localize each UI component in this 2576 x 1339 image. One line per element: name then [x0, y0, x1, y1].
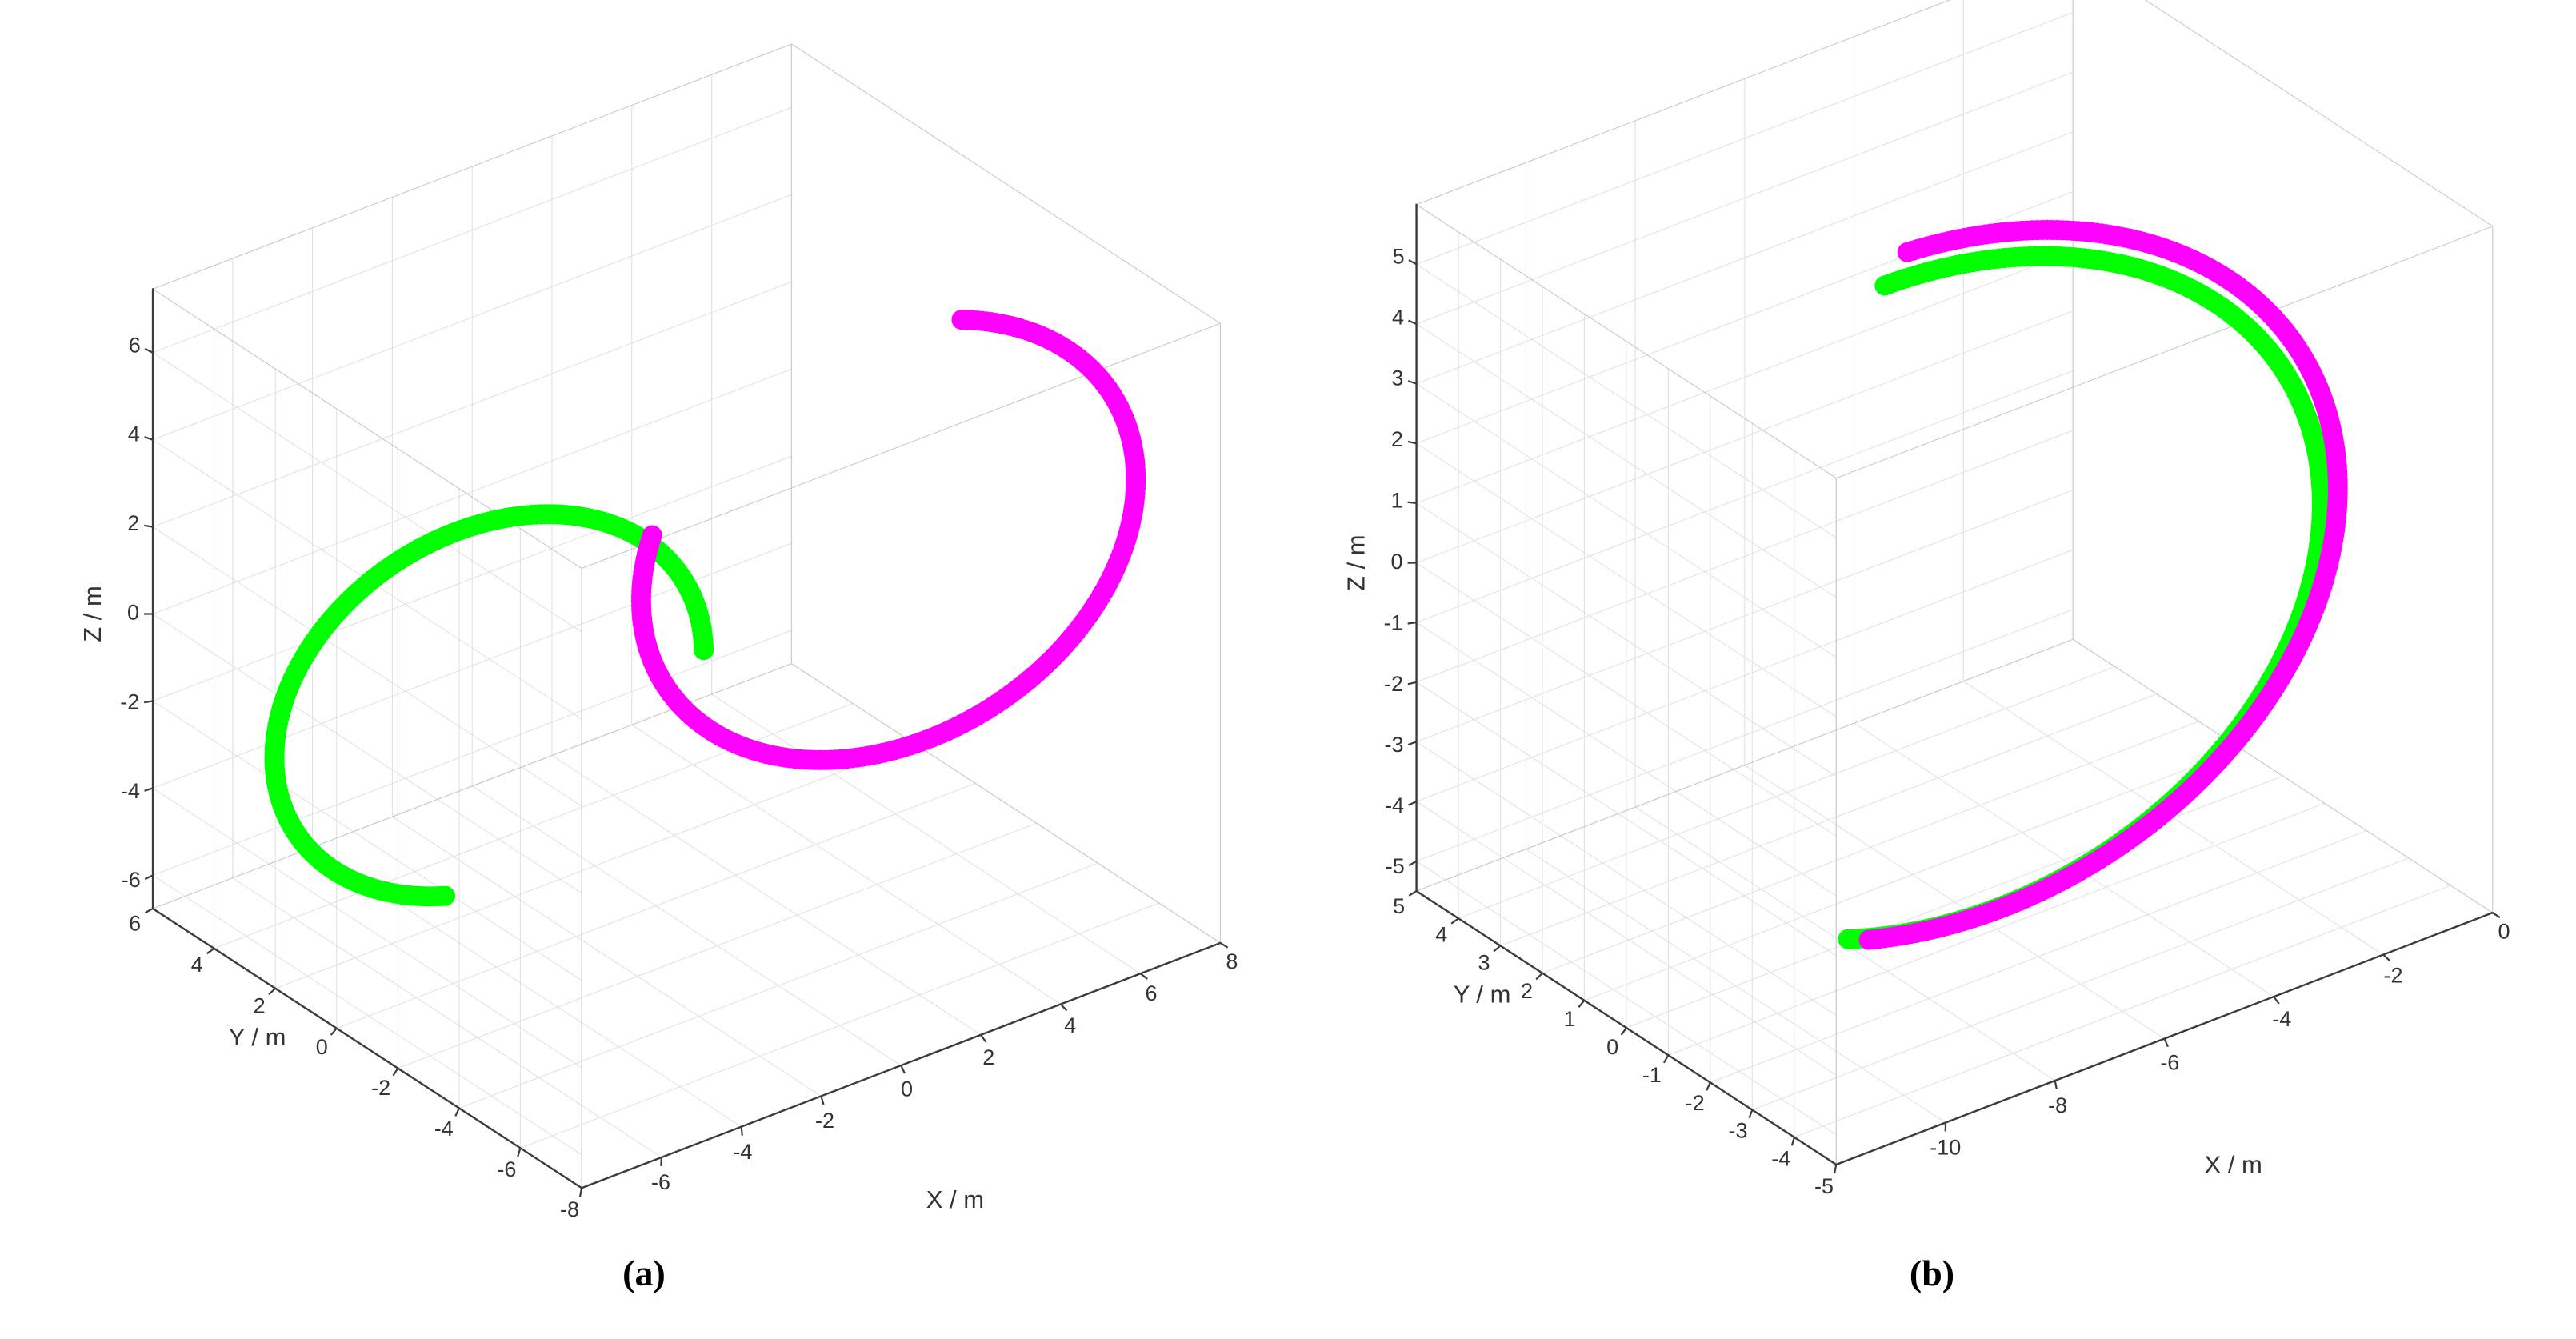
svg-text:-1: -1	[1642, 1063, 1662, 1087]
svg-text:2: 2	[127, 511, 139, 535]
svg-text:Z / m: Z / m	[78, 586, 106, 642]
svg-text:-4: -4	[121, 779, 140, 803]
svg-text:-6: -6	[122, 868, 141, 892]
svg-text:Z / m: Z / m	[1342, 534, 1370, 591]
svg-text:-4: -4	[2272, 1007, 2291, 1031]
svg-text:X / m: X / m	[2204, 1150, 2262, 1178]
svg-text:4: 4	[191, 953, 203, 977]
svg-text:-6: -6	[497, 1157, 516, 1181]
svg-text:-4: -4	[1385, 793, 1404, 817]
svg-text:-2: -2	[1686, 1091, 1705, 1115]
svg-text:-10: -10	[1930, 1136, 1961, 1160]
svg-text:2: 2	[1521, 979, 1533, 1003]
svg-text:-8: -8	[2048, 1093, 2067, 1117]
svg-text:0: 0	[316, 1035, 328, 1059]
svg-text:5: 5	[1393, 894, 1405, 918]
svg-text:-8: -8	[560, 1197, 579, 1221]
svg-text:-2: -2	[371, 1076, 390, 1100]
svg-text:2: 2	[982, 1045, 994, 1069]
svg-text:1: 1	[1564, 1007, 1576, 1031]
svg-text:8: 8	[1226, 949, 1238, 973]
svg-text:4: 4	[1064, 1013, 1076, 1037]
svg-text:0: 0	[901, 1077, 913, 1101]
svg-text:Y / m: Y / m	[1454, 980, 1511, 1008]
svg-text:0: 0	[2498, 920, 2510, 944]
svg-text:-4: -4	[1771, 1146, 1790, 1170]
svg-text:2: 2	[1391, 427, 1403, 451]
svg-text:-4: -4	[434, 1117, 454, 1141]
svg-text:4: 4	[1435, 922, 1447, 946]
svg-text:4: 4	[1392, 305, 1404, 329]
svg-text:5: 5	[1393, 244, 1405, 268]
svg-text:4: 4	[128, 422, 140, 446]
svg-text:-2: -2	[1384, 672, 1403, 696]
svg-text:3: 3	[1391, 366, 1403, 390]
svg-text:-6: -6	[2160, 1050, 2179, 1074]
svg-text:-4: -4	[733, 1140, 752, 1164]
svg-text:6: 6	[1145, 981, 1157, 1005]
svg-text:X / m: X / m	[926, 1185, 984, 1213]
svg-text:1: 1	[1391, 488, 1403, 512]
svg-text:0: 0	[1606, 1035, 1618, 1059]
svg-text:-5: -5	[1814, 1174, 1834, 1198]
svg-text:6: 6	[129, 911, 141, 935]
svg-text:-3: -3	[1384, 733, 1403, 757]
svg-text:-2: -2	[815, 1109, 834, 1133]
svg-text:0: 0	[127, 601, 139, 625]
svg-text:3: 3	[1478, 951, 1490, 975]
svg-text:-5: -5	[1386, 854, 1405, 878]
svg-text:2: 2	[254, 993, 266, 1017]
svg-text:-3: -3	[1728, 1119, 1747, 1143]
svg-text:-2: -2	[120, 689, 139, 713]
svg-text:-6: -6	[651, 1170, 670, 1194]
svg-text:6: 6	[129, 333, 141, 357]
svg-text:-2: -2	[2384, 963, 2403, 987]
svg-text:Y / m: Y / m	[229, 1023, 286, 1051]
svg-text:0: 0	[1391, 550, 1403, 574]
svg-text:-1: -1	[1384, 610, 1403, 634]
